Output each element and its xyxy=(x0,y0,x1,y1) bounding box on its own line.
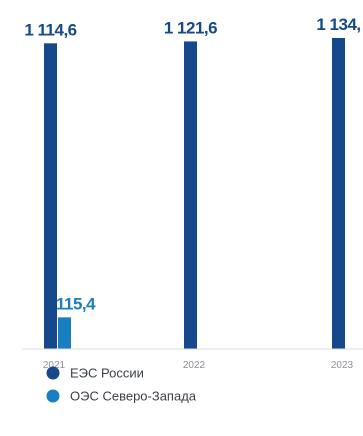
value-label-ees-russia-2023: 1 134, xyxy=(316,15,360,34)
value-label-ees-russia-2022: 1 121,6 xyxy=(164,18,217,37)
legend-item-oes-northwest: ОЭС Северо-Запада xyxy=(46,389,197,404)
x-tick-label-2021: 2021 xyxy=(43,360,66,371)
legend-marker-oes-northwest xyxy=(46,389,60,403)
bars-layer xyxy=(44,38,345,350)
bar-ees-russia-2022 xyxy=(184,41,197,350)
bar-ees-russia-2021 xyxy=(44,43,57,349)
x-tick-label-2023: 2023 xyxy=(331,360,354,371)
bar-oes-northwest-2021 xyxy=(58,317,71,349)
value-labels-layer: 1 114,6 115,4 1 121,6 1 134, xyxy=(24,15,361,313)
value-label-ees-russia-2021: 1 114,6 xyxy=(24,20,76,39)
value-label-oes-northwest-2021: 115,4 xyxy=(56,294,96,313)
legend-label-ees-russia: ЕЭС России xyxy=(70,366,144,381)
x-tick-labels-layer: 2021 2022 2023 xyxy=(43,360,354,371)
legend-item-ees-russia: ЕЭС России xyxy=(46,366,144,381)
legend: ЕЭС России ОЭС Северо-Запада xyxy=(46,366,197,404)
bar-ees-russia-2023 xyxy=(332,38,345,349)
x-tick-label-2022: 2022 xyxy=(183,360,206,371)
legend-label-oes-northwest: ОЭС Северо-Запада xyxy=(70,389,197,404)
legend-marker-ees-russia xyxy=(46,366,60,380)
